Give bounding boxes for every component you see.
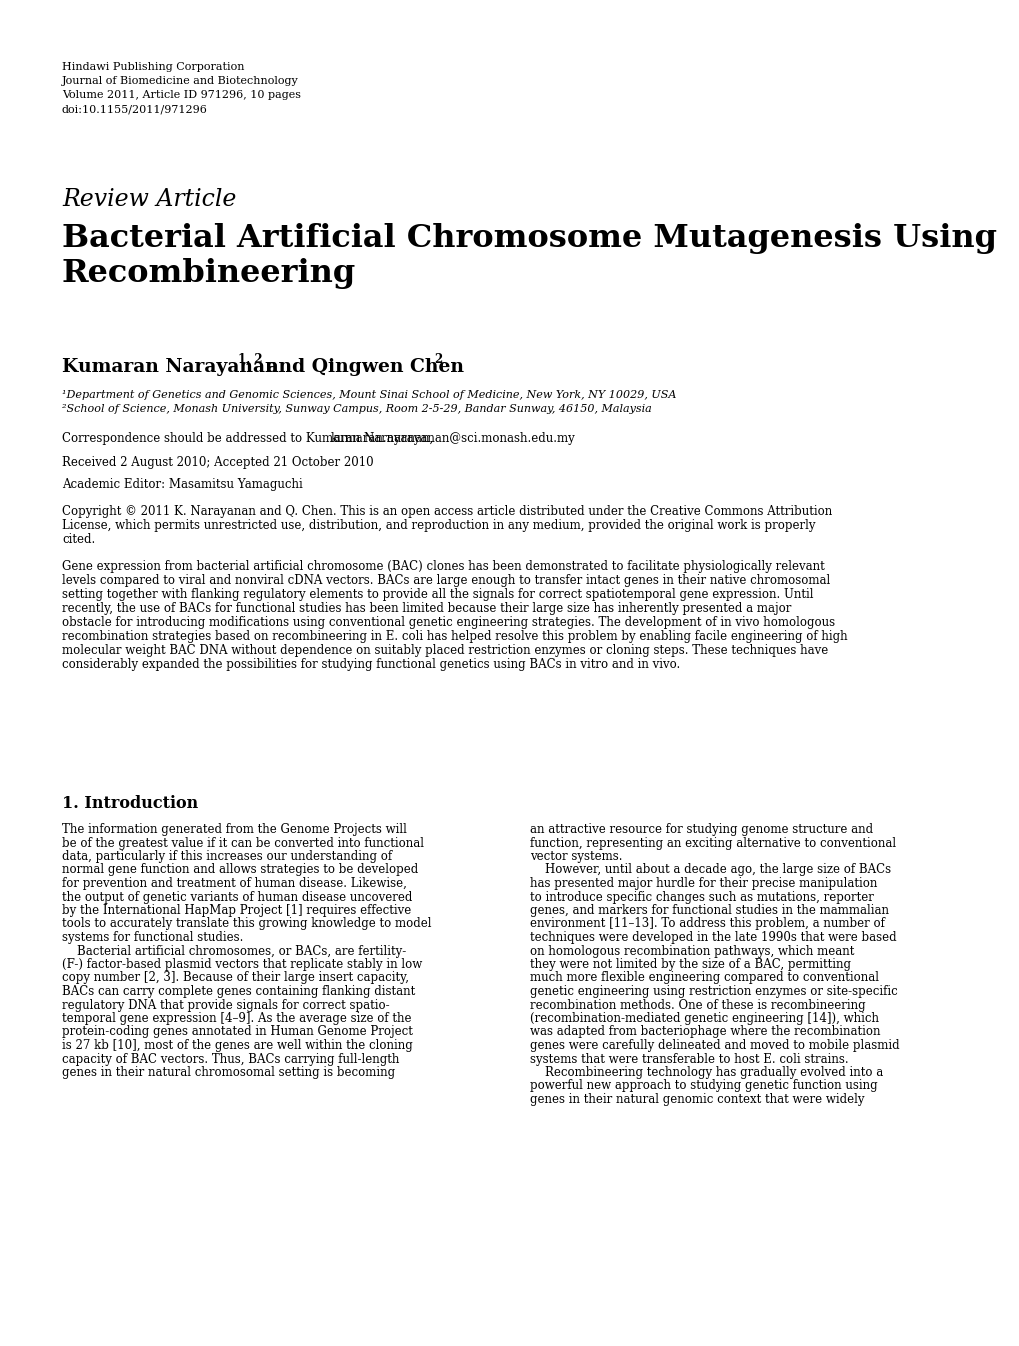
Text: ¹Department of Genetics and Genomic Sciences, Mount Sinai School of Medicine, Ne: ¹Department of Genetics and Genomic Scie… [62,390,676,400]
Text: Gene expression from bacterial artificial chromosome (BAC) clones has been demon: Gene expression from bacterial artificia… [62,560,824,573]
Text: Copyright © 2011 K. Narayanan and Q. Chen. This is an open access article distri: Copyright © 2011 K. Narayanan and Q. Che… [62,505,832,518]
Text: (F-) factor-based plasmid vectors that replicate stably in low: (F-) factor-based plasmid vectors that r… [62,958,422,970]
Text: much more flexible engineering compared to conventional: much more flexible engineering compared … [530,972,878,984]
Text: considerably expanded the possibilities for studying functional genetics using B: considerably expanded the possibilities … [62,658,680,672]
Text: an attractive resource for studying genome structure and: an attractive resource for studying geno… [530,822,872,836]
Text: is 27 kb [10], most of the genes are well within the cloning: is 27 kb [10], most of the genes are wel… [62,1039,413,1053]
Text: protein-coding genes annotated in Human Genome Project: protein-coding genes annotated in Human … [62,1026,413,1039]
Text: genes, and markers for functional studies in the mammalian: genes, and markers for functional studie… [530,905,889,917]
Text: Hindawi Publishing Corporation: Hindawi Publishing Corporation [62,62,245,71]
Text: for prevention and treatment of human disease. Likewise,: for prevention and treatment of human di… [62,878,407,890]
Text: by the International HapMap Project [1] requires effective: by the International HapMap Project [1] … [62,905,411,917]
Text: The information generated from the Genome Projects will: The information generated from the Genom… [62,822,407,836]
Text: techniques were developed in the late 1990s that were based: techniques were developed in the late 19… [530,931,896,944]
Text: 1, 2: 1, 2 [237,353,262,366]
Text: capacity of BAC vectors. Thus, BACs carrying full-length: capacity of BAC vectors. Thus, BACs carr… [62,1053,399,1066]
Text: the output of genetic variants of human disease uncovered: the output of genetic variants of human … [62,891,412,903]
Text: Correspondence should be addressed to Kumaran Narayanan,: Correspondence should be addressed to Ku… [62,432,436,446]
Text: on homologous recombination pathways, which meant: on homologous recombination pathways, wh… [530,945,854,957]
Text: Journal of Biomedicine and Biotechnology: Journal of Biomedicine and Biotechnology [62,75,299,86]
Text: environment [11–13]. To address this problem, a number of: environment [11–13]. To address this pro… [530,918,884,930]
Text: molecular weight BAC DNA without dependence on suitably placed restriction enzym: molecular weight BAC DNA without depende… [62,643,827,657]
Text: recombination strategies based on recombineering in E. coli has helped resolve t: recombination strategies based on recomb… [62,630,847,643]
Text: copy number [2, 3]. Because of their large insert capacity,: copy number [2, 3]. Because of their lar… [62,972,409,984]
Text: regulatory DNA that provide signals for correct spatio-: regulatory DNA that provide signals for … [62,999,389,1011]
Text: data, particularly if this increases our understanding of: data, particularly if this increases our… [62,851,391,863]
Text: Review Article: Review Article [62,188,236,211]
Text: (recombination-mediated genetic engineering [14]), which: (recombination-mediated genetic engineer… [530,1012,878,1026]
Text: Academic Editor: Masamitsu Yamaguchi: Academic Editor: Masamitsu Yamaguchi [62,478,303,491]
Text: 1. Introduction: 1. Introduction [62,795,198,812]
Text: Bacterial artificial chromosomes, or BACs, are fertility-: Bacterial artificial chromosomes, or BAC… [62,945,406,957]
Text: recombination methods. One of these is recombineering: recombination methods. One of these is r… [530,999,865,1011]
Text: vector systems.: vector systems. [530,851,622,863]
Text: Kumaran Narayanan: Kumaran Narayanan [62,358,278,376]
Text: Volume 2011, Article ID 971296, 10 pages: Volume 2011, Article ID 971296, 10 pages [62,90,301,100]
Text: Bacterial Artificial Chromosome Mutagenesis Using: Bacterial Artificial Chromosome Mutagene… [62,223,996,254]
Text: Received 2 August 2010; Accepted 21 October 2010: Received 2 August 2010; Accepted 21 Octo… [62,456,373,468]
Text: kumaran.narayanan@sci.monash.edu.my: kumaran.narayanan@sci.monash.edu.my [331,432,576,446]
Text: powerful new approach to studying genetic function using: powerful new approach to studying geneti… [530,1079,876,1093]
Text: setting together with flanking regulatory elements to provide all the signals fo: setting together with flanking regulator… [62,588,813,602]
Text: genes were carefully delineated and moved to mobile plasmid: genes were carefully delineated and move… [530,1039,899,1053]
Text: ²School of Science, Monash University, Sunway Campus, Room 2-5-29, Bandar Sunway: ²School of Science, Monash University, S… [62,404,651,415]
Text: to introduce specific changes such as mutations, reporter: to introduce specific changes such as mu… [530,891,873,903]
Text: has presented major hurdle for their precise manipulation: has presented major hurdle for their pre… [530,878,876,890]
Text: and Qingwen Chen: and Qingwen Chen [260,358,464,376]
Text: Recombineering: Recombineering [62,258,356,289]
Text: License, which permits unrestricted use, distribution, and reproduction in any m: License, which permits unrestricted use,… [62,520,815,532]
Text: temporal gene expression [4–9]. As the average size of the: temporal gene expression [4–9]. As the a… [62,1012,411,1026]
Text: BACs can carry complete genes containing flanking distant: BACs can carry complete genes containing… [62,985,415,997]
Text: was adapted from bacteriophage where the recombination: was adapted from bacteriophage where the… [530,1026,879,1039]
Text: obstacle for introducing modifications using conventional genetic engineering st: obstacle for introducing modifications u… [62,616,835,629]
Text: However, until about a decade ago, the large size of BACs: However, until about a decade ago, the l… [530,864,891,876]
Text: Recombineering technology has gradually evolved into a: Recombineering technology has gradually … [530,1066,882,1079]
Text: levels compared to viral and nonviral cDNA vectors. BACs are large enough to tra: levels compared to viral and nonviral cD… [62,573,829,587]
Text: recently, the use of BACs for functional studies has been limited because their : recently, the use of BACs for functional… [62,602,791,615]
Text: they were not limited by the size of a BAC, permitting: they were not limited by the size of a B… [530,958,850,970]
Text: genes in their natural genomic context that were widely: genes in their natural genomic context t… [530,1093,864,1106]
Text: normal gene function and allows strategies to be developed: normal gene function and allows strategi… [62,864,418,876]
Text: 2: 2 [433,353,442,366]
Text: tools to accurately translate this growing knowledge to model: tools to accurately translate this growi… [62,918,431,930]
Text: genetic engineering using restriction enzymes or site-specific: genetic engineering using restriction en… [530,985,897,997]
Text: systems that were transferable to host E. coli strains.: systems that were transferable to host E… [530,1053,848,1066]
Text: systems for functional studies.: systems for functional studies. [62,931,244,944]
Text: be of the greatest value if it can be converted into functional: be of the greatest value if it can be co… [62,836,424,849]
Text: cited.: cited. [62,533,95,546]
Text: function, representing an exciting alternative to conventional: function, representing an exciting alter… [530,836,896,849]
Text: genes in their natural chromosomal setting is becoming: genes in their natural chromosomal setti… [62,1066,394,1079]
Text: doi:10.1155/2011/971296: doi:10.1155/2011/971296 [62,104,208,114]
